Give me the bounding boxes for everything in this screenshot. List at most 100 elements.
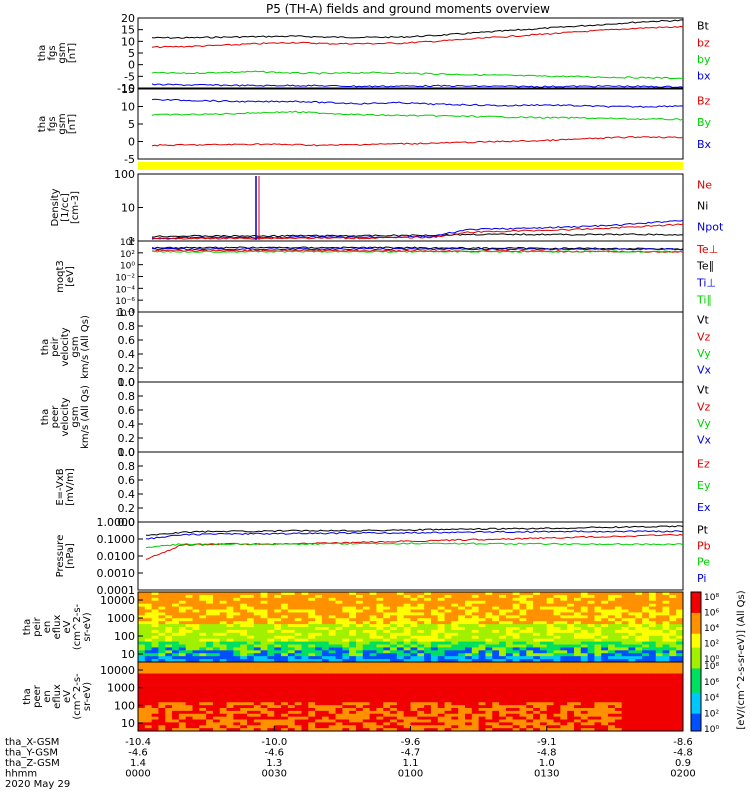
spectrogram-cell — [172, 621, 180, 625]
spectrogram-cell — [172, 679, 180, 683]
spectrogram-cell — [199, 594, 207, 599]
spectrogram-cell — [512, 670, 520, 675]
spectrogram-cell — [424, 632, 432, 637]
spectrogram-cell — [158, 594, 166, 599]
spectrogram-cell — [512, 662, 520, 666]
spectrogram-cell — [662, 621, 670, 625]
spectrogram-cell — [165, 621, 173, 625]
spectrogram-cell — [478, 719, 486, 723]
spectrogram-cell — [253, 624, 262, 628]
spectrogram-cell — [621, 603, 629, 608]
spectrogram-cell — [662, 629, 670, 634]
spectrogram-cell — [349, 632, 357, 637]
spectrogram-cell — [485, 592, 493, 596]
spectrogram-cell — [342, 699, 350, 703]
spectrogram-cell — [560, 600, 568, 605]
spectrogram-cell — [192, 667, 200, 672]
spectrogram-cell — [308, 612, 316, 616]
spectrogram-cell — [567, 728, 575, 732]
spectrogram-cell — [676, 603, 684, 608]
spectrogram-cell — [287, 702, 296, 706]
spectrogram-cell — [519, 635, 527, 640]
spectrogram-cell — [165, 597, 173, 602]
spectrogram-cell — [294, 653, 302, 657]
spectrogram-cell — [138, 710, 146, 715]
spectrogram-cell — [212, 632, 221, 637]
spectrogram-cell — [349, 708, 357, 712]
spectrogram-cell — [546, 708, 555, 712]
spectrogram-cell — [567, 682, 575, 686]
spectrogram-cell — [669, 673, 677, 677]
spectrogram-cell — [281, 609, 289, 613]
spectrogram-cell — [505, 728, 514, 732]
spectrogram-cell — [648, 592, 657, 596]
spectrogram-cell — [505, 708, 514, 712]
spectrogram-cell — [342, 597, 350, 602]
spectrogram-cell — [471, 722, 480, 726]
spectrogram-cell — [505, 722, 514, 726]
spectrogram-cell — [669, 685, 677, 689]
spectrogram-cell — [410, 629, 418, 634]
spectrogram-cell — [410, 653, 418, 657]
spectrogram-cell — [642, 624, 650, 628]
spectrogram-cell — [417, 609, 425, 613]
spectrogram-cell — [328, 679, 337, 683]
spectrogram-cell — [444, 621, 452, 625]
spectrogram-cell — [451, 716, 459, 721]
y-label-line: en — [42, 621, 53, 634]
spectrogram-cell — [533, 600, 541, 605]
spectrogram-cell — [328, 708, 337, 712]
spectrogram-cell — [655, 705, 664, 709]
spectrogram-cell — [662, 716, 670, 721]
spectrogram-cell — [294, 705, 302, 709]
spectrogram-cell — [574, 713, 582, 718]
spectrogram-cell — [308, 719, 316, 723]
spectrogram-cell — [437, 693, 446, 698]
spectrogram-cell — [642, 662, 650, 666]
spectrogram-cell — [526, 687, 534, 692]
spectrogram-cell — [342, 702, 350, 706]
spectrogram-cell — [219, 627, 228, 631]
spectrogram-cell — [485, 650, 493, 654]
spectrogram-cell — [212, 713, 221, 718]
spectrogram-cell — [546, 690, 555, 695]
spectrogram-cell — [458, 673, 466, 677]
spectrogram-cell — [199, 618, 207, 622]
spectrogram-cell — [635, 650, 643, 654]
spectrogram-cell — [301, 635, 309, 640]
spectrogram-cell — [499, 641, 507, 645]
spectrogram-cell — [635, 693, 643, 698]
spectrogram-cell — [253, 662, 262, 666]
spectrogram-cell — [465, 687, 473, 692]
spectrogram-cell — [328, 641, 337, 645]
spectrogram-cell — [451, 656, 459, 660]
spectrogram-cell — [676, 662, 684, 666]
spectrogram-cell — [628, 690, 636, 695]
spectrogram-cell — [553, 600, 561, 605]
spectrogram-cell — [410, 650, 418, 654]
spectrogram-cell — [628, 641, 636, 645]
spectrogram-cell — [635, 667, 643, 672]
spectrogram-cell — [369, 705, 377, 709]
spectrogram-cell — [471, 664, 480, 669]
spectrogram-cell — [219, 685, 228, 689]
spectrogram-cell — [580, 629, 589, 634]
spectrogram-cell — [376, 612, 384, 616]
spectrogram-cell — [376, 644, 384, 648]
spectrogram-cell — [533, 722, 541, 726]
spectrogram-cell — [642, 705, 650, 709]
spectrogram-cell — [580, 728, 589, 732]
spectrogram-cell — [614, 716, 623, 721]
spectrogram-cell — [560, 693, 568, 698]
spectrogram-cell — [417, 713, 425, 718]
spectrogram-cell — [403, 710, 411, 715]
spectrogram-cell — [519, 597, 527, 602]
spectrogram-cell — [328, 705, 337, 709]
spectrogram-cell — [233, 621, 241, 625]
spectrogram-cell — [403, 662, 411, 666]
spectrogram-cell — [437, 603, 446, 608]
spectrogram-cell — [533, 603, 541, 608]
spectrogram-cell — [580, 627, 589, 631]
spectrogram-cell — [206, 632, 214, 637]
spectrogram-cell — [485, 638, 493, 643]
